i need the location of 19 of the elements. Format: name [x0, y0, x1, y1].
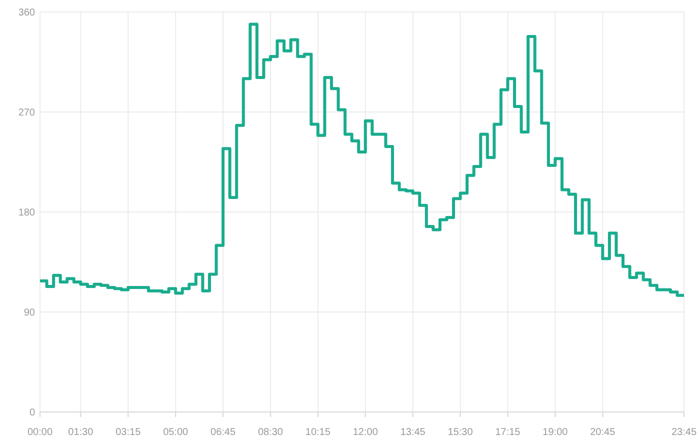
x-tick-label: 10:15 — [305, 427, 331, 438]
y-tick-label: 360 — [18, 8, 36, 18]
x-tick-label: 03:15 — [116, 427, 142, 438]
x-tick-label: 05:00 — [163, 427, 189, 438]
y-tick-label: 0 — [29, 408, 36, 418]
x-tick-label: 01:30 — [68, 427, 94, 438]
y-tick-label: 90 — [24, 308, 36, 318]
y-tick-label: 270 — [18, 108, 36, 118]
x-tick-label: 08:30 — [258, 427, 284, 438]
x-tick-label: 12:00 — [352, 427, 378, 438]
x-tick-label: 06:45 — [210, 427, 236, 438]
x-tick-label: 20:45 — [590, 427, 616, 438]
x-tick-label: 19:00 — [542, 427, 568, 438]
x-tick-label: 23:45 — [671, 427, 697, 438]
x-tick-label: 17:15 — [495, 427, 521, 438]
x-tick-label: 00:00 — [27, 427, 53, 438]
x-tick-label: 13:45 — [400, 427, 426, 438]
x-tick-label: 15:30 — [448, 427, 474, 438]
y-tick-label: 180 — [18, 208, 36, 218]
